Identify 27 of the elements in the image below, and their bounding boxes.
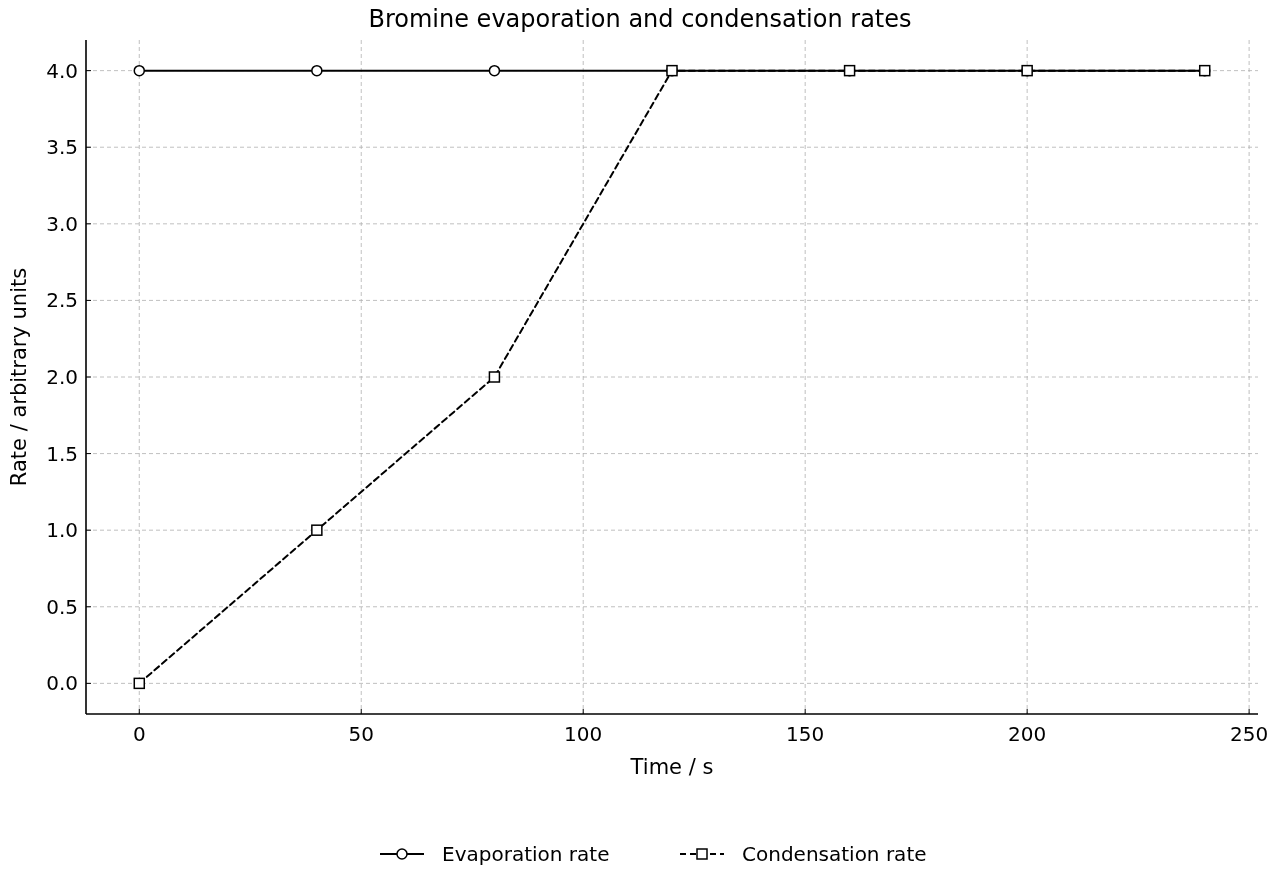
point bbox=[311, 64, 323, 77]
y-tick-label: 2.0 bbox=[46, 365, 78, 389]
y-tick-label: 2.5 bbox=[46, 288, 78, 313]
x-tick-label: 100 bbox=[564, 722, 603, 746]
y-tick-label: 0.0 bbox=[46, 671, 78, 696]
legend-label: Evaporation rate bbox=[442, 842, 610, 866]
point bbox=[311, 524, 323, 536]
point bbox=[843, 64, 856, 77]
y-tick-label: 3.5 bbox=[46, 135, 78, 160]
y-tick-label: 4.0 bbox=[46, 58, 78, 83]
x-tick-label: 0 bbox=[132, 722, 146, 746]
point bbox=[488, 371, 501, 383]
chart-title: Bromine evaporation and condensation rates bbox=[368, 5, 912, 33]
point bbox=[133, 64, 146, 77]
y-tick-label: 0.5 bbox=[46, 594, 78, 619]
x-tick-label: 200 bbox=[1008, 722, 1047, 746]
y-tick-label: 1.5 bbox=[46, 441, 78, 466]
x-tick-label: 250 bbox=[1230, 722, 1269, 746]
x-tick-label: 150 bbox=[786, 722, 825, 746]
x-tick-label: 50 bbox=[348, 722, 374, 746]
x-axis-title: Time / s bbox=[629, 755, 714, 779]
y-axis-title: Rate / arbitrary units bbox=[7, 267, 31, 487]
y-tick-label: 1.0 bbox=[46, 518, 78, 543]
point bbox=[133, 677, 146, 690]
y-tick-label: 3.0 bbox=[46, 211, 78, 236]
legend-label: Condensation rate bbox=[742, 842, 927, 866]
point bbox=[488, 64, 501, 77]
